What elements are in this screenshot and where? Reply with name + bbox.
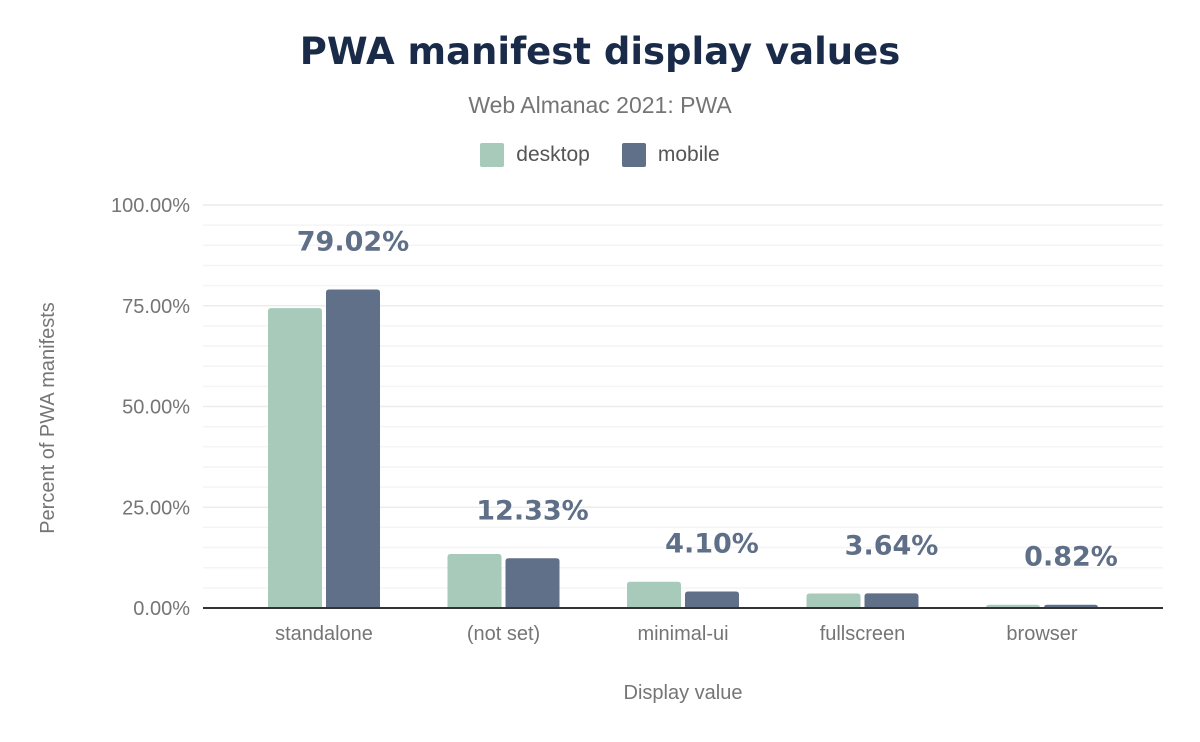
x-tick-label: (not set) [467, 623, 540, 645]
bar-mobile [326, 289, 380, 608]
chart-title: PWA manifest display values [299, 30, 901, 73]
x-tick-label: fullscreen [820, 623, 906, 645]
bar-desktop [268, 308, 322, 608]
legend-item-mobile[interactable]: mobile [621, 143, 720, 167]
bar-mobile [505, 558, 560, 608]
data-label: 3.64% [845, 530, 939, 561]
legend-swatch-mobile [621, 143, 646, 167]
data-label: 4.10% [665, 528, 759, 559]
y-tick-label: 50.00% [122, 397, 190, 419]
x-tick-label: standalone [275, 623, 373, 645]
legend: desktop mobile [0, 143, 1200, 167]
chart-subtitle: Web Almanac 2021: PWA [468, 92, 732, 118]
bar-mobile [685, 591, 739, 608]
y-tick-label: 0.00% [133, 598, 190, 620]
bar-desktop [627, 581, 681, 608]
y-tick-label: 25.00% [122, 497, 190, 519]
data-label: 0.82% [1024, 542, 1118, 573]
x-tick-label: browser [1006, 623, 1077, 645]
x-axis-title: Display value [624, 682, 743, 704]
legend-label-desktop: desktop [516, 143, 590, 166]
y-tick-label: 75.00% [122, 296, 190, 318]
y-axis-title: Percent of PWA manifests [37, 302, 59, 534]
y-tick-label: 100.00% [111, 195, 190, 217]
data-label: 12.33% [476, 495, 588, 526]
bar-desktop [447, 553, 502, 608]
bar-mobile [864, 593, 919, 608]
legend-label-mobile: mobile [657, 143, 720, 166]
data-label: 79.02% [297, 227, 409, 258]
bar-desktop [806, 593, 861, 608]
legend-item-desktop[interactable]: desktop [480, 143, 590, 167]
legend-swatch-desktop [480, 143, 505, 167]
x-tick-label: minimal-ui [637, 623, 728, 645]
